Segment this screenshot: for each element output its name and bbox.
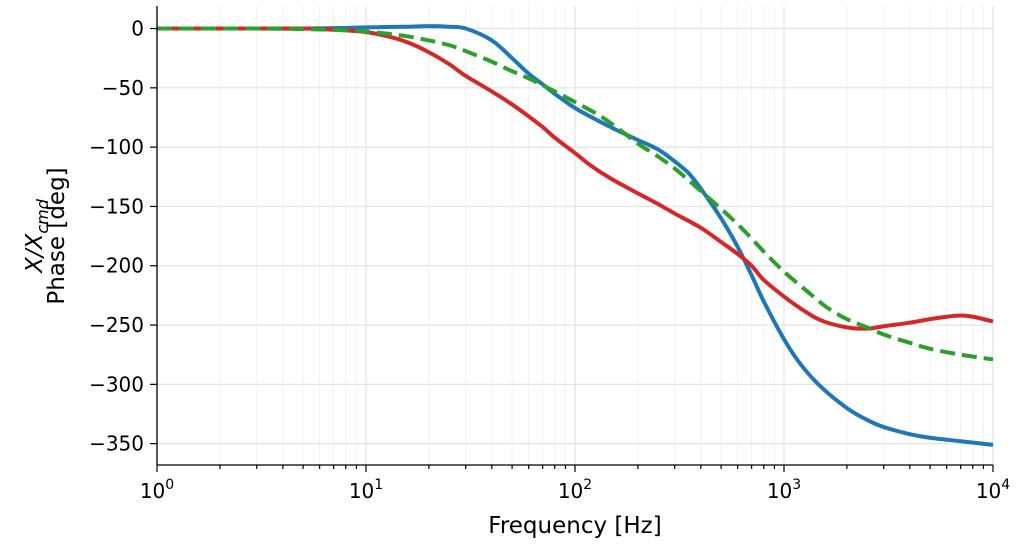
- x-tick-exponent: 3: [792, 477, 801, 493]
- x-tick-base: 10: [976, 479, 1001, 503]
- x-tick-base: 10: [140, 479, 165, 503]
- x-tick-label: 104: [976, 477, 1010, 503]
- x-tick-base: 10: [349, 479, 374, 503]
- y-axis-label-main: X/X: [22, 232, 48, 274]
- y-axis-label-subscript: cmd: [33, 198, 52, 233]
- x-tick-label: 102: [558, 477, 592, 503]
- y-axis-label-line2: Phase [deg]: [44, 167, 70, 304]
- series-layer: [156, 24, 994, 447]
- major-gridlines: [156, 6, 994, 465]
- y-tick-label: −350: [89, 432, 144, 456]
- series-line-blue: [157, 24, 994, 447]
- y-tick-label: −200: [89, 254, 144, 278]
- y-tick-label: −250: [89, 313, 144, 337]
- x-tick-label: 101: [349, 477, 383, 503]
- tick-labels: 100 101 102 103 1040−50−100−150−200−250−300−…: [89, 17, 1010, 503]
- y-axis-label-line1: X/Xcmd: [22, 198, 52, 274]
- x-tick-base: 10: [767, 479, 792, 503]
- y-tick-label: −100: [89, 135, 144, 159]
- x-tick-base: 10: [558, 479, 583, 503]
- x-tick-exponent: 1: [374, 477, 383, 493]
- minor-gridlines: [219, 6, 984, 465]
- ticks: [150, 27, 994, 472]
- x-tick-exponent: 2: [583, 477, 592, 493]
- series-line-green-dashed: [156, 26, 994, 362]
- x-tick-label: 100: [140, 477, 174, 503]
- x-tick-label: 103: [767, 477, 801, 503]
- y-tick-label: −50: [102, 76, 144, 100]
- x-axis-label: Frequency [Hz]: [488, 513, 661, 539]
- y-tick-label: −150: [89, 194, 144, 218]
- series-line-red: [157, 26, 994, 331]
- x-tick-exponent: 4: [1001, 477, 1010, 493]
- x-tick-exponent: 0: [165, 477, 174, 493]
- y-tick-label: 0: [131, 17, 144, 41]
- y-tick-label: −300: [89, 372, 144, 396]
